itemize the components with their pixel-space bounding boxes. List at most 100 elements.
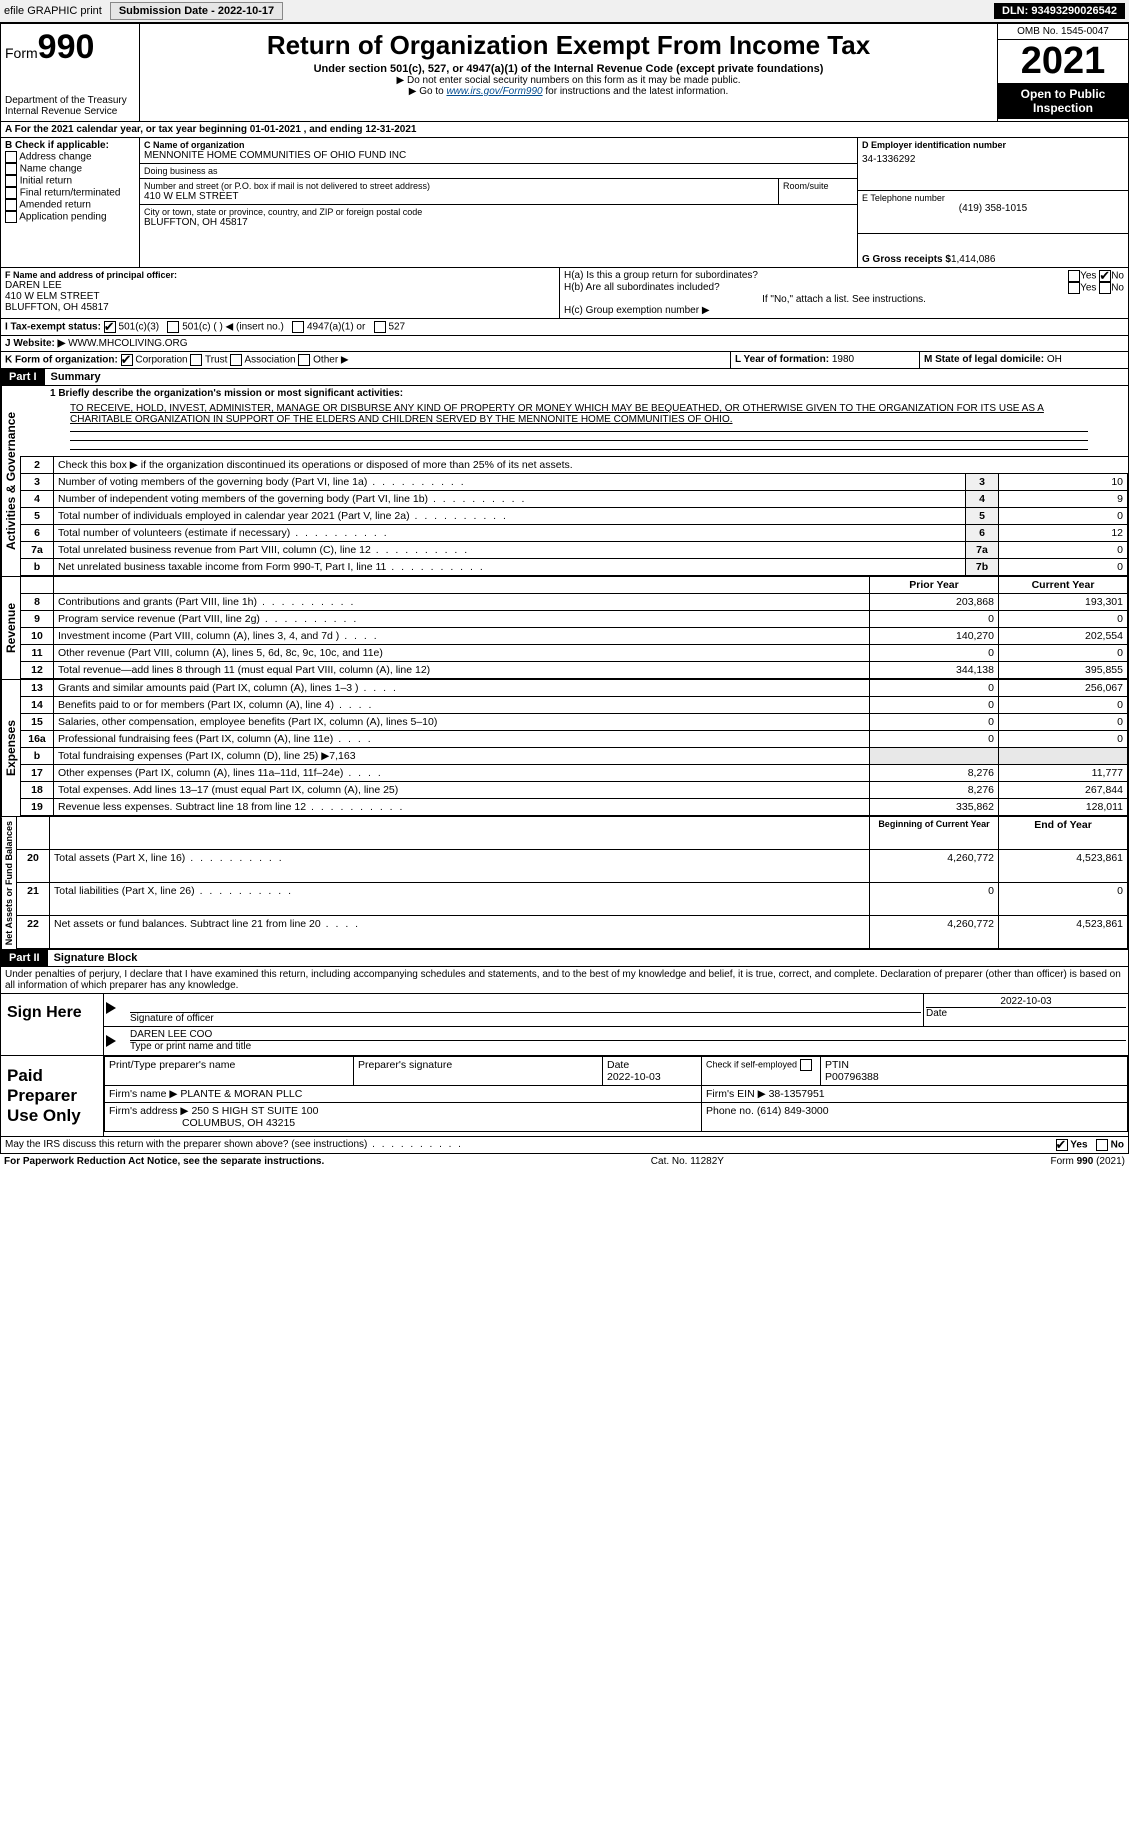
check-assoc[interactable] [230,354,242,366]
form-title: Return of Organization Exempt From Incom… [144,30,993,61]
line-16a: Professional fundraising fees (Part IX, … [54,731,870,748]
box-i: I Tax-exempt status: 501(c)(3) 501(c) ( … [1,319,1128,335]
check-other[interactable] [298,354,310,366]
check-final-return[interactable] [5,187,17,199]
check-self-employed[interactable] [800,1059,812,1071]
dba-label: Doing business as [144,166,853,176]
discuss-question: May the IRS discuss this return with the… [1,1137,940,1153]
dln-label: DLN: 93493290026542 [994,3,1125,19]
date-label: Date [926,1008,1126,1019]
check-corp[interactable] [121,354,133,366]
city-label: City or town, state or province, country… [144,207,853,217]
top-bar: efile GRAPHIC print Submission Date - 20… [0,0,1129,23]
header-end: End of Year [999,817,1128,849]
val-7a: 0 [999,542,1128,559]
irs-link[interactable]: www.irs.gov/Form990 [446,86,542,97]
sign-date: 2022-10-03 [926,996,1126,1008]
page-footer: For Paperwork Reduction Act Notice, see … [0,1154,1129,1169]
discuss-yes[interactable] [1056,1139,1068,1151]
footer-center: Cat. No. 11282Y [651,1156,724,1167]
line-14: Benefits paid to or for members (Part IX… [54,697,870,714]
officer-printed-name: DAREN LEE COO [130,1029,1126,1041]
box-g-label: G Gross receipts $ [862,254,951,265]
check-trust[interactable] [190,354,202,366]
ha-yes[interactable] [1068,270,1080,282]
form-number: Form990 [5,28,135,67]
check-501c[interactable] [167,321,179,333]
check-527[interactable] [374,321,386,333]
efile-label: efile GRAPHIC print [4,5,102,17]
room-suite-label: Room/suite [778,179,857,204]
line-20: Total assets (Part X, line 16) [50,849,870,882]
line-18: Total expenses. Add lines 13–17 (must eq… [54,782,870,799]
mission-label: 1 Briefly describe the organization's mi… [20,386,1128,401]
vlabel-expenses: Expenses [1,680,20,816]
vlabel-governance: Activities & Governance [1,386,20,576]
header-begin: Beginning of Current Year [870,817,999,849]
check-address-change[interactable] [5,151,17,163]
prep-sig-label: Preparer's signature [354,1057,603,1086]
sign-here-label: Sign Here [1,994,104,1055]
penalties-text: Under penalties of perjury, I declare th… [1,967,1128,993]
ha-label: H(a) Is this a group return for subordin… [564,270,758,282]
header-prior: Prior Year [870,577,999,594]
ptin-value: P00796388 [825,1071,879,1083]
line-5: Total number of individuals employed in … [54,508,966,525]
arrow-icon-2 [106,1035,116,1047]
line-7b: Net unrelated business taxable income fr… [54,559,966,576]
phone-value: (419) 358-1015 [862,203,1124,214]
netassets-section: Net Assets or Fund Balances Beginning of… [0,817,1129,950]
line-9: Program service revenue (Part VIII, line… [54,611,870,628]
submission-date-button[interactable]: Submission Date - 2022-10-17 [110,2,283,20]
line-3: Number of voting members of the governin… [54,474,966,491]
check-4947[interactable] [292,321,304,333]
val-6: 12 [999,525,1128,542]
tax-year: 2021 [998,40,1128,83]
line-19: Revenue less expenses. Subtract line 18 … [54,799,870,816]
print-name-label: Type or print name and title [130,1041,1126,1052]
val-5: 0 [999,508,1128,525]
hb-label: H(b) Are all subordinates included? [564,282,720,294]
officer-name: DAREN LEE [5,280,555,291]
website-value: WWW.MHCOLIVING.ORG [68,338,187,349]
check-name-change[interactable] [5,163,17,175]
box-b-label: B Check if applicable: [5,140,135,151]
box-j: J Website: ▶ WWW.MHCOLIVING.ORG [1,336,1128,351]
line-12: Total revenue—add lines 8 through 11 (mu… [54,662,870,679]
form-header: Form990 Department of the Treasury Inter… [0,23,1129,122]
check-app-pending[interactable] [5,211,17,223]
org-name: MENNONITE HOME COMMUNITIES OF OHIO FUND … [144,150,853,161]
firm-ein: 38-1357951 [769,1088,825,1100]
line-22: Net assets or fund balances. Subtract li… [50,916,870,949]
discuss-no[interactable] [1096,1139,1108,1151]
line-13: Grants and similar amounts paid (Part IX… [54,680,870,697]
check-initial-return[interactable] [5,175,17,187]
line-15: Salaries, other compensation, employee b… [54,714,870,731]
check-501c3[interactable] [104,321,116,333]
preparer-label: Paid Preparer Use Only [1,1056,104,1136]
form-subtitle: Under section 501(c), 527, or 4947(a)(1)… [144,63,993,75]
mission-text: TO RECEIVE, HOLD, INVEST, ADMINISTER, MA… [20,401,1128,427]
part-ii-header: Part II Signature Block [0,950,1129,967]
hb-yes[interactable] [1068,282,1080,294]
val-7b: 0 [999,559,1128,576]
open-to-public: Open to Public Inspection [998,83,1128,119]
preparer-section: Paid Preparer Use Only Print/Type prepar… [0,1056,1129,1137]
box-e-label: E Telephone number [862,193,1124,203]
line-4: Number of independent voting members of … [54,491,966,508]
box-c-name-label: C Name of organization [144,140,853,150]
line-10: Investment income (Part VIII, column (A)… [54,628,870,645]
part-i-header: Part I Summary [0,369,1129,386]
city-value: BLUFFTON, OH 45817 [144,217,853,228]
expenses-section: Expenses 13Grants and similar amounts pa… [0,680,1129,817]
governance-section: Activities & Governance 1 Briefly descri… [0,386,1129,577]
arrow-icon [106,1002,116,1014]
prep-name-label: Print/Type preparer's name [105,1057,354,1086]
hb-no[interactable] [1099,282,1111,294]
box-f-label: F Name and address of principal officer: [5,270,555,280]
box-k: K Form of organization: Corporation Trus… [1,352,731,368]
ha-no[interactable] [1099,270,1111,282]
val-3: 10 [999,474,1128,491]
street-label: Number and street (or P.O. box if mail i… [144,181,774,191]
check-amended[interactable] [5,199,17,211]
